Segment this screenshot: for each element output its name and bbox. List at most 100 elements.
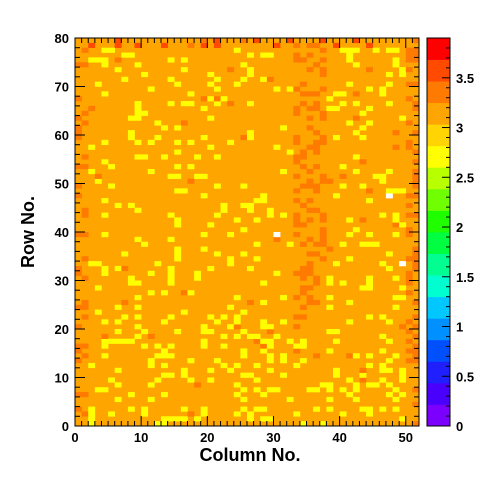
- heatmap-cell: [412, 261, 420, 267]
- heatmap-cell: [167, 372, 175, 378]
- heatmap-cell: [227, 256, 235, 262]
- heatmap-cell: [405, 338, 413, 344]
- heatmap-cell: [134, 154, 142, 160]
- y-tick-label: 30: [55, 274, 69, 289]
- heatmap-cell: [200, 96, 208, 102]
- heatmap-cell: [247, 101, 254, 107]
- heatmap-cell: [352, 353, 360, 359]
- heatmap-cell: [233, 362, 241, 369]
- heatmap-cell: [81, 299, 89, 306]
- heatmap-cell: [88, 105, 96, 112]
- heatmap-cell: [220, 343, 228, 349]
- heatmap-cell: [247, 67, 254, 73]
- colorbar-segment: [427, 361, 450, 384]
- heatmap-cell: [412, 401, 420, 407]
- heatmap-cell: [306, 105, 314, 112]
- heatmap-cell: [207, 367, 215, 373]
- heatmap-cell: [273, 333, 281, 339]
- heatmap-cell: [200, 173, 208, 179]
- heatmap-cell: [352, 168, 360, 175]
- heatmap-cell: [366, 353, 373, 359]
- heatmap-cell: [346, 57, 354, 63]
- heatmap-cell: [379, 261, 387, 267]
- heatmap-cell: [326, 329, 334, 335]
- heatmap-cell: [366, 198, 373, 204]
- heatmap-cell: [75, 304, 82, 310]
- heatmap-cell: [333, 135, 340, 141]
- heatmap-cell: [366, 382, 373, 388]
- heatmap-cell: [81, 256, 89, 262]
- heatmap-cell: [326, 295, 334, 301]
- heatmap-cell: [194, 382, 201, 388]
- heatmap-cell: [299, 202, 307, 209]
- heatmap-cell: [161, 353, 168, 359]
- heatmap-cell: [213, 38, 221, 44]
- heatmap-cell: [412, 38, 420, 44]
- heatmap-cell: [346, 217, 354, 223]
- heatmap-cell: [266, 353, 274, 359]
- heatmap-cell: [180, 101, 188, 107]
- colorbar-tick-label: 2: [456, 220, 463, 235]
- heatmap-cell: [161, 421, 168, 427]
- heatmap-cell: [101, 212, 109, 218]
- heatmap-cell: [187, 42, 195, 48]
- heatmap-cell: [167, 236, 175, 242]
- heatmap-cell: [405, 96, 413, 102]
- heatmap-cell: [141, 406, 149, 412]
- heatmap-cell: [319, 173, 327, 179]
- heatmap-cell: [108, 183, 115, 189]
- heatmap-cell: [293, 362, 301, 369]
- heatmap-cell: [161, 125, 168, 131]
- heatmap-cell: [141, 343, 149, 349]
- heatmap-cell: [200, 324, 208, 330]
- heatmap-cell: [141, 154, 149, 160]
- heatmap-cell: [293, 154, 301, 160]
- heatmap-cell: [379, 367, 387, 373]
- heatmap-cell: [392, 144, 400, 150]
- colorbar-frame: [426, 37, 451, 427]
- heatmap-cell: [293, 232, 301, 238]
- heatmap-cell: [366, 86, 373, 92]
- heatmap-cell: [266, 76, 274, 82]
- heatmap-cell: [147, 382, 155, 388]
- heatmap-cell: [359, 135, 367, 141]
- heatmap-cell: [366, 241, 373, 247]
- heatmap-cell: [306, 42, 314, 48]
- heatmap-cell: [207, 81, 215, 87]
- heatmap-cell: [392, 188, 400, 194]
- heatmap-cell: [319, 227, 327, 233]
- heatmap-cell: [405, 275, 413, 281]
- colorbar-tick-label: 0: [456, 419, 463, 434]
- heatmap-cell: [141, 241, 149, 247]
- heatmap-cell: [313, 144, 321, 150]
- heatmap-cell: [167, 76, 175, 82]
- heatmap-cell: [101, 139, 109, 145]
- heatmap-cell: [319, 421, 327, 427]
- heatmap-cell: [306, 52, 314, 58]
- heatmap-cell: [134, 280, 142, 286]
- heatmap-cell: [213, 96, 221, 102]
- heatmap-cell: [412, 265, 420, 272]
- heatmap-cells: [75, 38, 420, 427]
- heatmap-cell: [293, 42, 301, 48]
- heatmap-cell: [75, 406, 82, 412]
- heatmap-cell: [280, 319, 287, 325]
- heatmap-cell: [405, 256, 413, 262]
- heatmap-cell: [306, 183, 314, 189]
- heatmap-cell: [266, 52, 274, 58]
- heatmap-cell: [260, 280, 268, 286]
- heatmap-cell: [392, 62, 400, 68]
- heatmap-cell: [240, 76, 248, 82]
- heatmap-cell: [385, 168, 393, 175]
- heatmap-cell: [306, 265, 314, 272]
- heatmap-cell: [174, 173, 182, 179]
- heatmap-cell: [207, 377, 215, 383]
- heatmap-cell: [81, 47, 89, 53]
- heatmap-cell: [319, 256, 327, 262]
- heatmap-cell: [280, 168, 287, 175]
- heatmap-cell: [240, 396, 248, 403]
- heatmap-cell: [392, 353, 400, 359]
- heatmap-cell: [253, 338, 261, 344]
- heatmap-cell: [299, 358, 307, 364]
- heatmap-cell: [207, 96, 215, 102]
